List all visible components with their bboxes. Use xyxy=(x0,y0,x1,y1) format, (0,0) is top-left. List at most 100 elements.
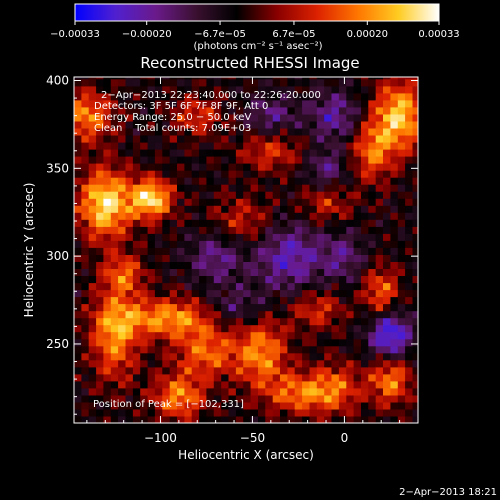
heatmap-cell xyxy=(228,77,237,80)
heatmap-cell xyxy=(147,233,156,241)
heatmap-cell xyxy=(287,170,296,178)
heatmap-cell xyxy=(96,78,105,87)
heatmap-cell xyxy=(353,408,362,417)
heatmap-cell xyxy=(88,113,97,122)
heatmap-cell xyxy=(368,401,377,410)
heatmap-cell xyxy=(368,254,377,262)
heatmap-cell xyxy=(309,226,318,234)
heatmap-cell xyxy=(154,205,163,213)
heatmap-cell xyxy=(287,247,296,255)
heatmap-cell xyxy=(265,156,274,164)
heatmap-cell xyxy=(265,373,274,382)
heatmap-cell xyxy=(140,142,149,150)
heatmap-cell xyxy=(294,212,303,220)
heatmap-cell xyxy=(338,282,347,291)
heatmap-cell xyxy=(125,149,134,157)
heatmap-cell xyxy=(383,135,391,143)
heatmap-cell xyxy=(169,198,178,206)
heatmap-cell xyxy=(169,261,178,269)
heatmap-cell xyxy=(294,359,303,368)
heatmap-cell xyxy=(287,401,296,410)
heatmap-cell xyxy=(154,373,163,382)
heatmap-cell xyxy=(96,416,105,423)
colorbar-ticks: −0.00033 −0.00020 −6.7e−05 6.7e−05 0.00020 0.… xyxy=(50,21,460,40)
heatmap-cell xyxy=(147,92,156,101)
heatmap-cell xyxy=(250,163,259,171)
heatmap-cell xyxy=(390,331,399,340)
heatmap-cell xyxy=(294,205,303,213)
heatmap-cell xyxy=(169,366,178,375)
heatmap-cell xyxy=(177,268,185,276)
heatmap-cell xyxy=(338,226,347,234)
heatmap-cell xyxy=(199,78,208,87)
heatmap-cell xyxy=(81,149,90,157)
heatmap-cell xyxy=(154,359,163,368)
heatmap-cell xyxy=(353,282,362,291)
heatmap-cell xyxy=(412,191,418,199)
heatmap-cell xyxy=(74,261,82,269)
heatmap-cell xyxy=(265,345,274,354)
heatmap-cell xyxy=(169,92,178,101)
heatmap-cell xyxy=(338,408,347,417)
heatmap-cell xyxy=(206,135,215,143)
heatmap-cell xyxy=(258,261,266,269)
heatmap-cell xyxy=(272,120,281,129)
heatmap-cell xyxy=(405,366,414,375)
heatmap-cell xyxy=(265,338,274,347)
heatmap-cell xyxy=(390,247,399,255)
heatmap-cell xyxy=(361,401,369,410)
colorbar xyxy=(74,3,440,22)
heatmap-cell xyxy=(294,156,303,164)
heatmap-cell xyxy=(383,226,391,234)
heatmap-cell xyxy=(221,184,230,192)
heatmap-cell xyxy=(324,275,333,284)
heatmap-cell xyxy=(375,85,384,94)
heatmap-cell xyxy=(316,198,325,206)
heatmap-cell xyxy=(235,219,244,227)
heatmap-cell xyxy=(280,184,288,192)
heatmap-cell xyxy=(368,233,377,241)
heatmap-cell xyxy=(309,331,318,340)
heatmap-cell xyxy=(368,212,377,220)
heatmap-cell xyxy=(221,324,230,333)
heatmap-cell xyxy=(294,275,303,284)
heatmap-cell xyxy=(272,275,281,284)
heatmap-cell xyxy=(184,254,193,262)
heatmap-cell xyxy=(412,99,418,108)
heatmap-cell xyxy=(96,135,105,143)
heatmap-cell xyxy=(316,233,325,241)
heatmap-cell xyxy=(213,310,222,319)
heatmap-cell xyxy=(213,254,222,262)
heatmap-cell xyxy=(361,149,369,157)
heatmap-cell xyxy=(88,380,97,389)
heatmap-cell xyxy=(88,373,97,382)
heatmap-cell xyxy=(199,275,208,284)
heatmap-cell xyxy=(272,198,281,206)
heatmap-cell xyxy=(74,113,82,122)
heatmap-cell xyxy=(383,401,391,410)
heatmap-cell xyxy=(243,310,252,319)
heatmap-cell xyxy=(383,338,391,347)
heatmap-cell xyxy=(280,408,288,417)
heatmap-cell xyxy=(412,380,418,389)
heatmap-cell xyxy=(110,191,119,199)
heatmap-cell xyxy=(338,92,347,101)
heatmap-cell xyxy=(250,120,259,129)
heatmap-cell xyxy=(383,85,391,94)
heatmap-cell xyxy=(324,212,333,220)
heatmap-cell xyxy=(184,366,193,375)
heatmap-cell xyxy=(397,177,406,185)
heatmap-cell xyxy=(154,177,163,185)
heatmap-cell xyxy=(81,177,90,185)
heatmap-cell xyxy=(81,85,90,94)
heatmap-cell xyxy=(243,268,252,276)
heatmap-cell xyxy=(316,92,325,101)
heatmap-cell xyxy=(140,233,149,241)
heatmap-cell xyxy=(103,205,112,213)
heatmap-cell xyxy=(324,113,333,122)
annotation-detectors: Detectors: 3F 5F 6F 7F 8F 9F, Att 0 xyxy=(94,101,268,112)
heatmap-cell xyxy=(383,156,391,164)
heatmap-cell xyxy=(177,135,185,143)
heatmap-cell xyxy=(353,149,362,157)
heatmap-cell xyxy=(258,345,266,354)
